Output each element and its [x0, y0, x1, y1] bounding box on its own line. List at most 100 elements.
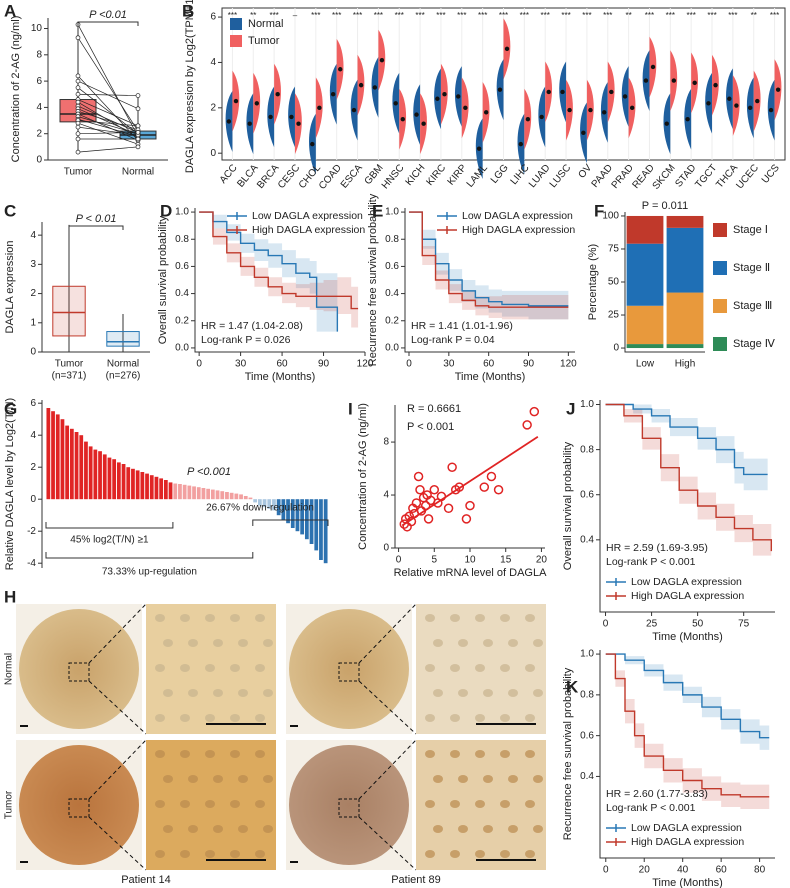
cell-nucleus	[508, 639, 518, 647]
legend-label: Low DAGLA expression	[462, 210, 573, 222]
cell-nucleus	[450, 614, 460, 622]
y-tick-label: 1.0	[580, 649, 594, 660]
bar	[182, 484, 187, 500]
confidence-band	[605, 404, 772, 570]
median-dot	[734, 103, 739, 108]
significance-bracket	[68, 225, 124, 230]
y-tick-label: 25	[608, 310, 620, 321]
box	[52, 285, 86, 337]
bar	[196, 487, 201, 500]
x-tick-label: Tumor	[64, 167, 93, 178]
bar	[98, 451, 102, 500]
bar	[281, 499, 286, 520]
x-tick-label: 60	[483, 359, 495, 370]
bar	[178, 484, 182, 500]
significance-bracket	[77, 21, 139, 26]
x-tick-label: 20	[536, 555, 548, 566]
median-dot	[518, 141, 524, 147]
cell-nucleus	[483, 775, 493, 783]
cell-nucleus	[238, 775, 248, 783]
x-tick-label: BRCA	[255, 162, 281, 191]
x-tick-label: KIRC	[424, 163, 448, 188]
y-tick-label: 4	[30, 430, 36, 441]
annotation: 26.67% down-regulation	[206, 503, 314, 514]
median-dot	[497, 87, 503, 92]
x-tick-label: LGG	[489, 162, 511, 185]
x-tick-label: UCS	[760, 162, 782, 185]
y-tick-label: 3	[30, 259, 36, 270]
bar	[187, 485, 192, 500]
bar	[74, 432, 79, 500]
point	[415, 484, 425, 495]
bar	[60, 419, 65, 500]
cell-nucleus	[475, 614, 485, 622]
y-tick-label: 2	[30, 462, 36, 473]
bracket	[45, 522, 174, 529]
cell-nucleus	[255, 664, 265, 672]
median-dot	[692, 80, 697, 86]
significance-label: ***	[666, 11, 675, 20]
legend-label: Low DAGLA expression	[631, 576, 742, 588]
y-tick-label: 8	[383, 437, 389, 448]
annotation: 45% log2(T/N) ≥1	[70, 535, 149, 546]
bar	[145, 473, 149, 500]
bar	[290, 499, 295, 528]
cell-nucleus	[213, 689, 223, 697]
zoom-line	[88, 680, 147, 735]
pair-line	[77, 126, 139, 136]
x-tick-label: 60	[277, 359, 289, 370]
significance-label: ***	[561, 11, 570, 20]
significance-label: ***	[499, 11, 508, 20]
significance-label: ***	[228, 11, 237, 20]
cell-nucleus	[458, 639, 468, 647]
significance-label: ***	[728, 11, 737, 20]
statistic: HR = 2.59 (1.69-3.95)	[606, 542, 708, 554]
confidence-band	[605, 404, 768, 491]
cell-nucleus	[500, 850, 510, 858]
cell-nucleus	[163, 639, 173, 647]
y-tick-label: 0	[210, 148, 216, 159]
median-dot	[567, 107, 572, 113]
pair-line	[77, 93, 139, 96]
pair-line	[77, 87, 139, 134]
x-tick-label: 50	[692, 619, 704, 630]
bar	[173, 483, 178, 500]
y-axis-label: Concentration of 2-AG (ng/ml)	[357, 403, 369, 550]
statistic: P < 0.001	[407, 421, 454, 433]
zoom-box	[338, 798, 360, 818]
y-tick-label: 0.8	[580, 444, 594, 455]
patient-label: Patient 89	[391, 874, 441, 886]
panel-label: H	[4, 587, 16, 606]
median-dot	[546, 89, 551, 95]
y-tick-label: 0.0	[385, 343, 399, 354]
axis-line	[624, 212, 705, 353]
cell-nucleus	[525, 664, 535, 672]
bar	[192, 486, 196, 500]
bar	[314, 499, 319, 551]
y-tick-label: 75	[608, 244, 620, 255]
cell-nucleus	[238, 689, 248, 697]
cell-nucleus	[155, 750, 165, 758]
cell-nucleus	[533, 775, 543, 783]
significance-label: ***	[395, 11, 404, 20]
y-tick-label: 1.0	[580, 399, 594, 410]
legend-label: Normal	[248, 18, 283, 30]
legend-label: Low DAGLA expression	[631, 822, 742, 834]
point	[522, 420, 532, 430]
cell-nucleus	[163, 775, 173, 783]
x-tick-label: 30	[443, 359, 455, 370]
bar	[163, 480, 168, 500]
cell-nucleus	[475, 850, 485, 858]
significance-label: ***	[311, 11, 320, 20]
significance-label: ***	[353, 11, 362, 20]
bar	[112, 459, 117, 500]
cell-nucleus	[230, 800, 240, 808]
median-dot	[379, 57, 385, 63]
bar	[257, 499, 262, 506]
panel-label: A	[4, 1, 16, 20]
cell-nucleus	[533, 689, 543, 697]
cell-nucleus	[205, 664, 215, 672]
pair-line	[77, 111, 139, 131]
tissue-core	[289, 745, 409, 865]
